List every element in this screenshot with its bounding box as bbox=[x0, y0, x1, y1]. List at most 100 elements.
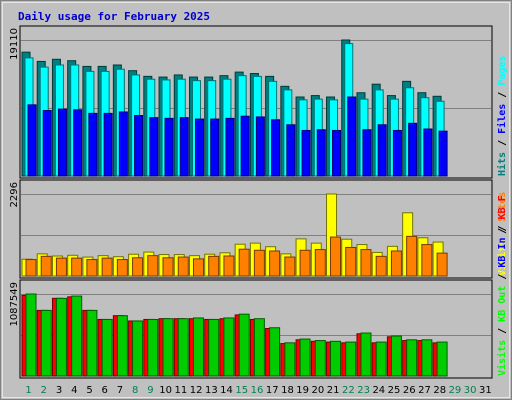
day-label: 8 bbox=[132, 385, 138, 396]
day-label: 30 bbox=[464, 385, 477, 396]
bar-sites bbox=[147, 255, 159, 277]
day-label: 9 bbox=[147, 385, 153, 396]
bar-pages bbox=[286, 124, 296, 177]
bar-kb-out bbox=[314, 340, 326, 377]
bar-sites bbox=[314, 249, 326, 277]
bar-pages bbox=[362, 129, 372, 177]
day-label: 6 bbox=[102, 385, 108, 396]
bar-pages bbox=[88, 112, 98, 177]
legend-item: Hits bbox=[496, 152, 508, 176]
panel-kbf-kbin-kbout: 1087549 Visits / KB Out / KB In / KB F bbox=[9, 195, 508, 379]
day-label: 1 bbox=[25, 385, 31, 396]
bar-pages bbox=[240, 115, 250, 177]
day-label: 12 bbox=[190, 385, 203, 396]
legend-item: Files bbox=[496, 104, 508, 134]
legend-item: Visits bbox=[496, 340, 508, 376]
bar-kb-out bbox=[192, 317, 204, 377]
bar-sites bbox=[55, 257, 67, 277]
day-label: 15 bbox=[235, 385, 248, 396]
day-label: 14 bbox=[220, 385, 233, 396]
bar-pages bbox=[164, 117, 174, 177]
bar-kb-out bbox=[40, 309, 52, 377]
bar-kb-out bbox=[25, 293, 37, 377]
bar-kb-out bbox=[162, 318, 174, 377]
bar-pages bbox=[118, 111, 128, 177]
scale-max-label: 19110 bbox=[9, 28, 20, 60]
legend-label: Visits / Sites bbox=[496, 192, 508, 276]
bar-sites bbox=[238, 248, 250, 277]
bar-kb-out bbox=[55, 297, 67, 377]
bar-kb-out bbox=[208, 318, 220, 377]
bar-kb-out bbox=[436, 341, 448, 377]
bar-kb-out bbox=[101, 318, 113, 377]
day-label: 4 bbox=[71, 385, 77, 396]
legend-item: Sites bbox=[496, 192, 508, 222]
panels: 19110 Hits / Files / Pages 2296 Visits / Si… bbox=[9, 25, 508, 379]
bar-sites bbox=[330, 236, 342, 277]
bar-pages bbox=[438, 130, 448, 177]
scale-max-label: 1087549 bbox=[9, 282, 20, 327]
bar-kb-out bbox=[390, 335, 402, 377]
bar-kb-out bbox=[253, 318, 265, 377]
bar-sites bbox=[375, 255, 387, 277]
bar-pages bbox=[316, 129, 326, 177]
legend-item: KB Out bbox=[497, 286, 508, 322]
bar-pages bbox=[271, 119, 281, 177]
bar-sites bbox=[101, 257, 113, 277]
day-label: 23 bbox=[357, 385, 370, 396]
panel-visits-sites: 2296 Visits / Sites bbox=[9, 179, 508, 279]
bar-sites bbox=[436, 252, 448, 277]
day-label: 3 bbox=[56, 385, 62, 396]
day-label: 7 bbox=[117, 385, 123, 396]
day-label: 16 bbox=[251, 385, 264, 396]
legend-label: Hits / Files / Pages bbox=[496, 56, 508, 176]
day-label: 26 bbox=[403, 385, 416, 396]
bar-sites bbox=[71, 257, 83, 277]
bar-pages bbox=[377, 124, 387, 177]
scale-max-label: 2296 bbox=[9, 182, 20, 207]
bar-kb-out bbox=[421, 339, 433, 377]
bar-pages bbox=[73, 109, 83, 177]
chart-title: Daily usage for February 2025 bbox=[18, 10, 210, 23]
day-label: 13 bbox=[205, 385, 218, 396]
bar-sites bbox=[177, 256, 189, 277]
bar-sites bbox=[208, 255, 220, 277]
legend-item: Visits bbox=[496, 240, 508, 276]
bar-kb-out bbox=[375, 341, 387, 377]
day-label: 28 bbox=[433, 385, 446, 396]
legend-item: / bbox=[497, 219, 508, 237]
bar-pages bbox=[332, 129, 342, 177]
bar-kb-out bbox=[223, 317, 235, 377]
legend-item: / bbox=[497, 222, 508, 240]
panel-hits-files-pages: 19110 Hits / Files / Pages bbox=[9, 25, 508, 179]
bar-kb-out bbox=[269, 327, 281, 377]
bar-sites bbox=[223, 255, 235, 277]
bar-sites bbox=[25, 259, 37, 277]
bar-kb-out bbox=[71, 295, 83, 377]
bar-sites bbox=[269, 250, 281, 277]
bar-pages bbox=[423, 128, 433, 177]
bar-sites bbox=[116, 259, 128, 277]
bar-sites bbox=[132, 257, 144, 277]
bar-sites bbox=[162, 257, 174, 277]
bar-sites bbox=[360, 249, 372, 277]
legend-item: KB F bbox=[497, 195, 508, 219]
bar-sites bbox=[406, 235, 418, 277]
bar-kb-out bbox=[177, 318, 189, 377]
bar-kb-out bbox=[116, 315, 128, 377]
bar-pages bbox=[27, 104, 37, 177]
bar-sites bbox=[253, 249, 265, 277]
day-axis: 1 2 3 4 5 6 7 8 9 10 11 12 13 14 15 16 17 18 19 20 21 22 23 24 2… bbox=[25, 385, 491, 396]
day-label: 17 bbox=[266, 385, 279, 396]
day-label: 10 bbox=[159, 385, 172, 396]
legend-item: / bbox=[497, 134, 508, 152]
bar-kb-out bbox=[406, 339, 418, 377]
day-label: 24 bbox=[372, 385, 385, 396]
day-label: 27 bbox=[418, 385, 431, 396]
bar-kb-out bbox=[360, 332, 372, 377]
bar-kb-out bbox=[345, 341, 357, 377]
bar-kb-out bbox=[147, 318, 159, 377]
legend-item: KB In bbox=[497, 238, 508, 268]
